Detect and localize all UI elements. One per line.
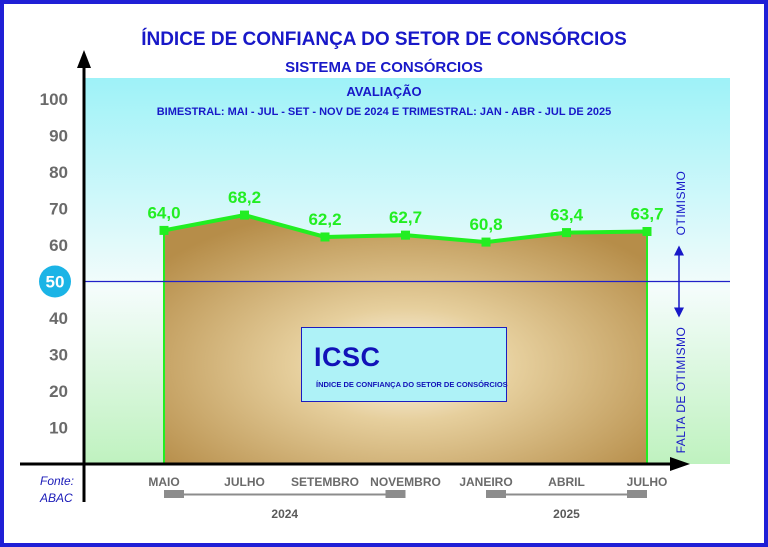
legend-subtitle: ÍNDICE DE CONFIANÇA DO SETOR DE CONSÓRCI… [316, 380, 508, 389]
side-label-lack-optimism: FALTA DE OTIMISMO [674, 327, 688, 454]
evaluation-label: AVALIAÇÃO [346, 84, 422, 99]
x-tick-label: ABRIL [548, 475, 585, 489]
year-group-cap [385, 490, 406, 498]
x-tick-label: NOVEMBRO [370, 475, 441, 489]
legend-title: ICSC [314, 342, 381, 372]
data-label: 63,7 [630, 204, 663, 223]
y-tick-label: 70 [49, 200, 68, 219]
year-group-cap [486, 490, 506, 498]
y-tick-label: 30 [49, 346, 68, 365]
legend-box: ICSC ÍNDICE DE CONFIANÇA DO SETOR DE CON… [301, 327, 508, 402]
data-label: 62,7 [389, 208, 422, 227]
side-label-optimism: OTIMISMO [674, 171, 688, 236]
data-point [159, 225, 169, 235]
year-group-bar [164, 493, 406, 496]
x-axis-arrow [670, 457, 690, 471]
y-tick-label: 20 [49, 382, 68, 401]
x-tick-label: JULHO [224, 475, 265, 489]
y-tick-label: 100 [40, 90, 68, 109]
y-tick-label: 40 [49, 309, 68, 328]
data-label: 63,4 [550, 206, 584, 225]
source-label: Fonte: [40, 474, 75, 488]
threshold-marker [39, 265, 71, 298]
y-tick-label: 10 [49, 419, 68, 438]
x-tick-label: MAIO [148, 475, 179, 489]
data-label: 68,2 [228, 188, 261, 207]
x-tick-label: SETEMBRO [291, 475, 359, 489]
arrow-down-icon [674, 307, 684, 318]
arrow-up-icon [674, 245, 684, 256]
x-tick-label: JULHO [627, 475, 668, 489]
data-point [401, 230, 410, 240]
source-value: ABAC [40, 491, 73, 505]
year-group-label: 2025 [553, 507, 580, 521]
y-tick-label: 80 [49, 163, 68, 182]
data-point [562, 228, 571, 238]
data-point [240, 210, 249, 220]
data-point [642, 226, 652, 236]
data-point [320, 232, 330, 242]
chart-subtitle: SISTEMA DE CONSÓRCIOS [285, 59, 483, 76]
period-label: BIMESTRAL: MAI - JUL - SET - NOV DE 2024… [156, 106, 612, 118]
x-tick-label: JANEIRO [459, 475, 512, 489]
y-axis-arrow [77, 50, 91, 68]
year-group-bar [486, 493, 647, 496]
year-group-cap [164, 490, 184, 498]
data-label: 64,0 [147, 203, 180, 222]
y-tick-label: 90 [49, 127, 68, 146]
y-tick-label: 50 [46, 273, 65, 292]
data-point [481, 237, 491, 247]
year-group-label: 2024 [271, 507, 298, 521]
data-label: 62,2 [308, 210, 341, 229]
y-tick-label: 60 [49, 236, 68, 255]
year-group-cap [627, 490, 647, 498]
chart-title: ÍNDICE DE CONFIANÇA DO SETOR DE CONSÓRCI… [141, 29, 627, 50]
data-label: 60,8 [469, 215, 502, 234]
